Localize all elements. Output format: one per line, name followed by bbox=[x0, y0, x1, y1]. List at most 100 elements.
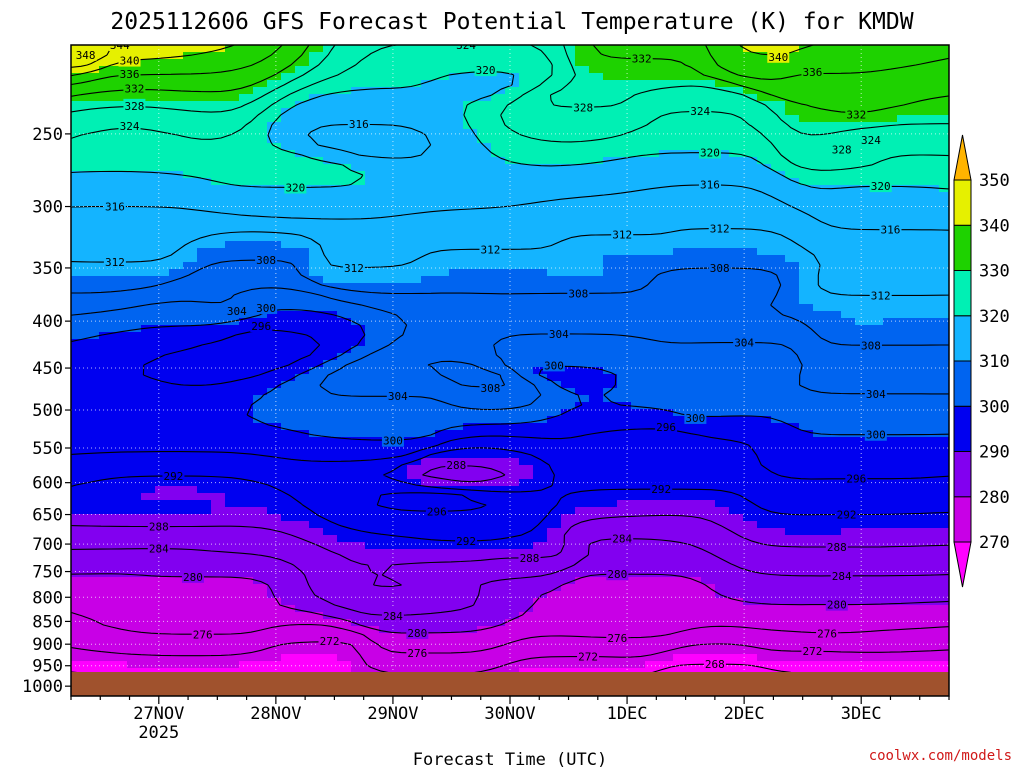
contour-fill-cell bbox=[561, 269, 576, 277]
contour-fill-cell bbox=[743, 262, 758, 270]
contour-fill-cell bbox=[477, 276, 492, 284]
contour-fill-cell bbox=[169, 591, 184, 599]
contour-fill-cell bbox=[519, 409, 534, 417]
contour-fill-cell bbox=[729, 52, 744, 60]
contour-fill-cell bbox=[85, 87, 100, 95]
contour-fill-cell bbox=[911, 472, 926, 480]
contour-fill-cell bbox=[533, 381, 548, 389]
contour-fill-cell bbox=[715, 514, 730, 522]
contour-fill-cell bbox=[575, 479, 590, 487]
contour-fill-cell bbox=[715, 570, 730, 578]
contour-fill-cell bbox=[911, 374, 926, 382]
contour-fill-cell bbox=[407, 591, 422, 599]
contour-fill-cell bbox=[645, 101, 660, 109]
contour-fill-cell bbox=[239, 66, 254, 74]
contour-fill-cell bbox=[589, 388, 604, 396]
contour-fill-cell bbox=[183, 479, 198, 487]
contour-fill-cell bbox=[631, 339, 646, 347]
contour-fill-cell bbox=[393, 493, 408, 501]
contour-fill-cell bbox=[883, 458, 898, 466]
contour-fill-cell bbox=[547, 346, 562, 354]
contour-fill-cell bbox=[155, 241, 170, 249]
contour-fill-cell bbox=[239, 94, 254, 102]
contour-fill-cell bbox=[729, 241, 744, 249]
contour-fill-cell bbox=[939, 311, 949, 319]
contour-fill-cell bbox=[295, 584, 310, 592]
contour-fill-cell bbox=[701, 290, 716, 298]
contour-fill-cell bbox=[575, 458, 590, 466]
contour-fill-cell bbox=[463, 143, 478, 151]
contour-fill-cell bbox=[71, 395, 86, 403]
contour-fill-cell bbox=[309, 318, 324, 326]
contour-fill-cell bbox=[267, 430, 282, 438]
contour-fill-cell bbox=[351, 353, 366, 361]
contour-fill-cell bbox=[617, 388, 632, 396]
contour-fill-cell bbox=[183, 115, 198, 123]
contour-fill-cell bbox=[561, 409, 576, 417]
contour-fill-cell bbox=[589, 549, 604, 557]
contour-fill-cell bbox=[869, 262, 884, 270]
contour-fill-cell bbox=[603, 584, 618, 592]
contour-fill-cell bbox=[897, 122, 912, 130]
contour-fill-cell bbox=[281, 248, 296, 256]
contour-fill-cell bbox=[575, 227, 590, 235]
contour-fill-cell bbox=[253, 353, 268, 361]
contour-fill-cell bbox=[519, 150, 534, 158]
contour-fill-cell bbox=[743, 402, 758, 410]
contour-fill-cell bbox=[659, 185, 674, 193]
contour-fill-cell bbox=[253, 409, 268, 417]
contour-fill-cell bbox=[99, 479, 114, 487]
contour-fill-cell bbox=[113, 171, 128, 179]
contour-fill-cell bbox=[603, 59, 618, 67]
contour-fill-cell bbox=[281, 52, 296, 60]
contour-fill-cell bbox=[785, 472, 800, 480]
contour-fill-cell bbox=[561, 304, 576, 312]
contour-fill-cell bbox=[169, 339, 184, 347]
contour-fill-cell bbox=[631, 94, 646, 102]
contour-fill-cell bbox=[547, 577, 562, 585]
contour-fill-cell bbox=[197, 402, 212, 410]
contour-fill-cell bbox=[309, 129, 324, 137]
contour-fill-cell bbox=[715, 290, 730, 298]
contour-fill-cell bbox=[365, 584, 380, 592]
contour-fill-cell bbox=[757, 402, 772, 410]
contour-fill-cell bbox=[911, 577, 926, 585]
contour-fill-cell bbox=[477, 409, 492, 417]
contour-fill-cell bbox=[519, 430, 534, 438]
contour-fill-cell bbox=[365, 332, 380, 340]
contour-fill-cell bbox=[365, 381, 380, 389]
contour-fill-cell bbox=[141, 584, 156, 592]
contour-fill-cell bbox=[183, 332, 198, 340]
contour-fill-cell bbox=[743, 360, 758, 368]
contour-fill-cell bbox=[547, 311, 562, 319]
contour-fill-cell bbox=[687, 206, 702, 214]
contour-fill-cell bbox=[897, 556, 912, 564]
contour-fill-cell bbox=[785, 325, 800, 333]
contour-fill-cell bbox=[421, 360, 436, 368]
contour-fill-cell bbox=[71, 598, 86, 606]
contour-fill-cell bbox=[533, 577, 548, 585]
contour-fill-cell bbox=[925, 584, 940, 592]
contour-fill-cell bbox=[337, 479, 352, 487]
contour-fill-cell bbox=[127, 465, 142, 473]
contour-fill-cell bbox=[757, 129, 772, 137]
contour-fill-cell bbox=[337, 115, 352, 123]
contour-fill-cell bbox=[155, 206, 170, 214]
contour-fill-cell bbox=[785, 556, 800, 564]
contour-fill-cell bbox=[533, 388, 548, 396]
contour-fill-cell bbox=[225, 234, 240, 242]
contour-fill-cell bbox=[827, 535, 842, 543]
contour-fill-cell bbox=[813, 535, 828, 543]
contour-fill-cell bbox=[267, 234, 282, 242]
contour-fill-cell bbox=[85, 381, 100, 389]
contour-fill-cell bbox=[533, 430, 548, 438]
contour-fill-cell bbox=[939, 164, 949, 172]
contour-fill-cell bbox=[687, 577, 702, 585]
contour-fill-cell bbox=[393, 535, 408, 543]
contour-fill-cell bbox=[659, 570, 674, 578]
contour-fill-cell bbox=[729, 528, 744, 536]
contour-fill-cell bbox=[477, 570, 492, 578]
contour-fill-cell bbox=[897, 451, 912, 459]
contour-fill-cell bbox=[295, 458, 310, 466]
contour-fill-cell bbox=[939, 276, 949, 284]
